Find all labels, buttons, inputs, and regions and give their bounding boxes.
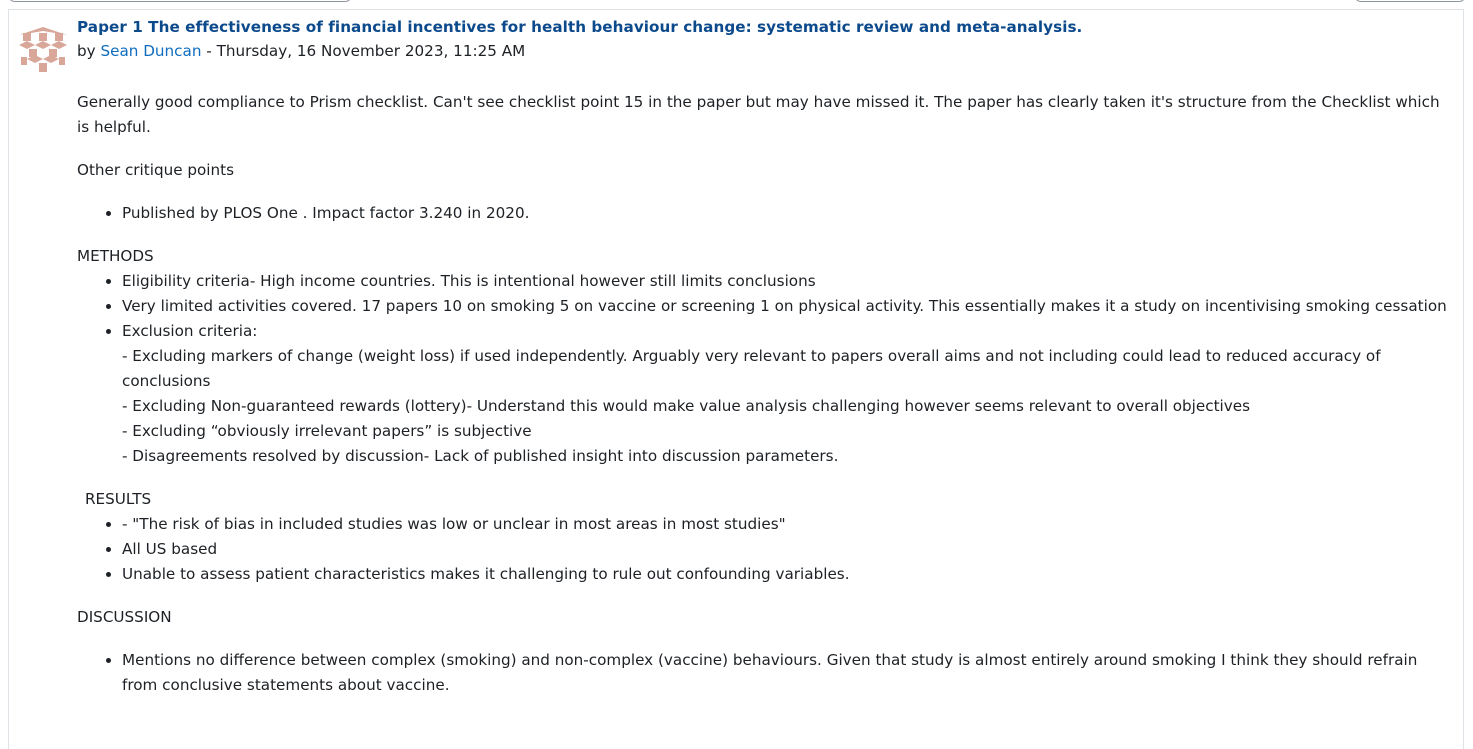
methods-list: Eligibility criteria- High income countr… xyxy=(77,269,1453,469)
list-item: Unable to assess patient characteristics… xyxy=(122,562,1453,587)
list-item: Very limited activities covered. 17 pape… xyxy=(122,294,1453,319)
list-item: - "The risk of bias in included studies … xyxy=(122,512,1453,537)
exclusion-line: - Excluding Non-guaranteed rewards (lott… xyxy=(122,397,1251,415)
exclusion-line: - Disagreements resolved by discussion- … xyxy=(122,447,839,465)
top-left-control[interactable] xyxy=(8,0,352,2)
top-right-control[interactable] xyxy=(1354,0,1466,2)
results-heading: RESULTS xyxy=(85,490,152,508)
methods-heading: METHODS xyxy=(77,247,154,265)
post-byline: by Sean Duncan - Thursday, 16 November 2… xyxy=(77,41,525,61)
author-link[interactable]: Sean Duncan xyxy=(100,42,202,60)
exclusion-line: - Excluding “obviously irrelevant papers… xyxy=(122,422,532,440)
discussion-list: Mentions no difference between complex (… xyxy=(77,648,1453,698)
avatar-pattern-icon xyxy=(19,27,67,72)
byline-prefix: by xyxy=(77,42,101,60)
list-item: Published by PLOS One . Impact factor 3.… xyxy=(122,201,1453,226)
post-content: Generally good compliance to Prism check… xyxy=(77,90,1453,716)
intro-paragraph: Generally good compliance to Prism check… xyxy=(77,93,1440,136)
top-controls xyxy=(0,0,1473,4)
exclusion-line: - Excluding markers of change (weight lo… xyxy=(122,347,1381,390)
post-date: - Thursday, 16 November 2023, 11:25 AM xyxy=(201,42,526,60)
exclusion-heading: Exclusion criteria: xyxy=(122,322,258,340)
discussion-heading: DISCUSSION xyxy=(77,608,172,626)
other-heading: Other critique points xyxy=(77,161,235,179)
other-list: Published by PLOS One . Impact factor 3.… xyxy=(77,201,1453,226)
list-item: Exclusion criteria: - Excluding markers … xyxy=(122,319,1453,469)
list-item: All US based xyxy=(122,537,1453,562)
user-avatar-icon[interactable] xyxy=(17,21,69,73)
post-title[interactable]: Paper 1 The effectiveness of financial i… xyxy=(77,18,1083,36)
forum-post: Paper 1 The effectiveness of financial i… xyxy=(8,9,1464,749)
list-item: Eligibility criteria- High income countr… xyxy=(122,269,1453,294)
list-item: Mentions no difference between complex (… xyxy=(122,648,1453,698)
results-list: - "The risk of bias in included studies … xyxy=(77,512,1453,587)
